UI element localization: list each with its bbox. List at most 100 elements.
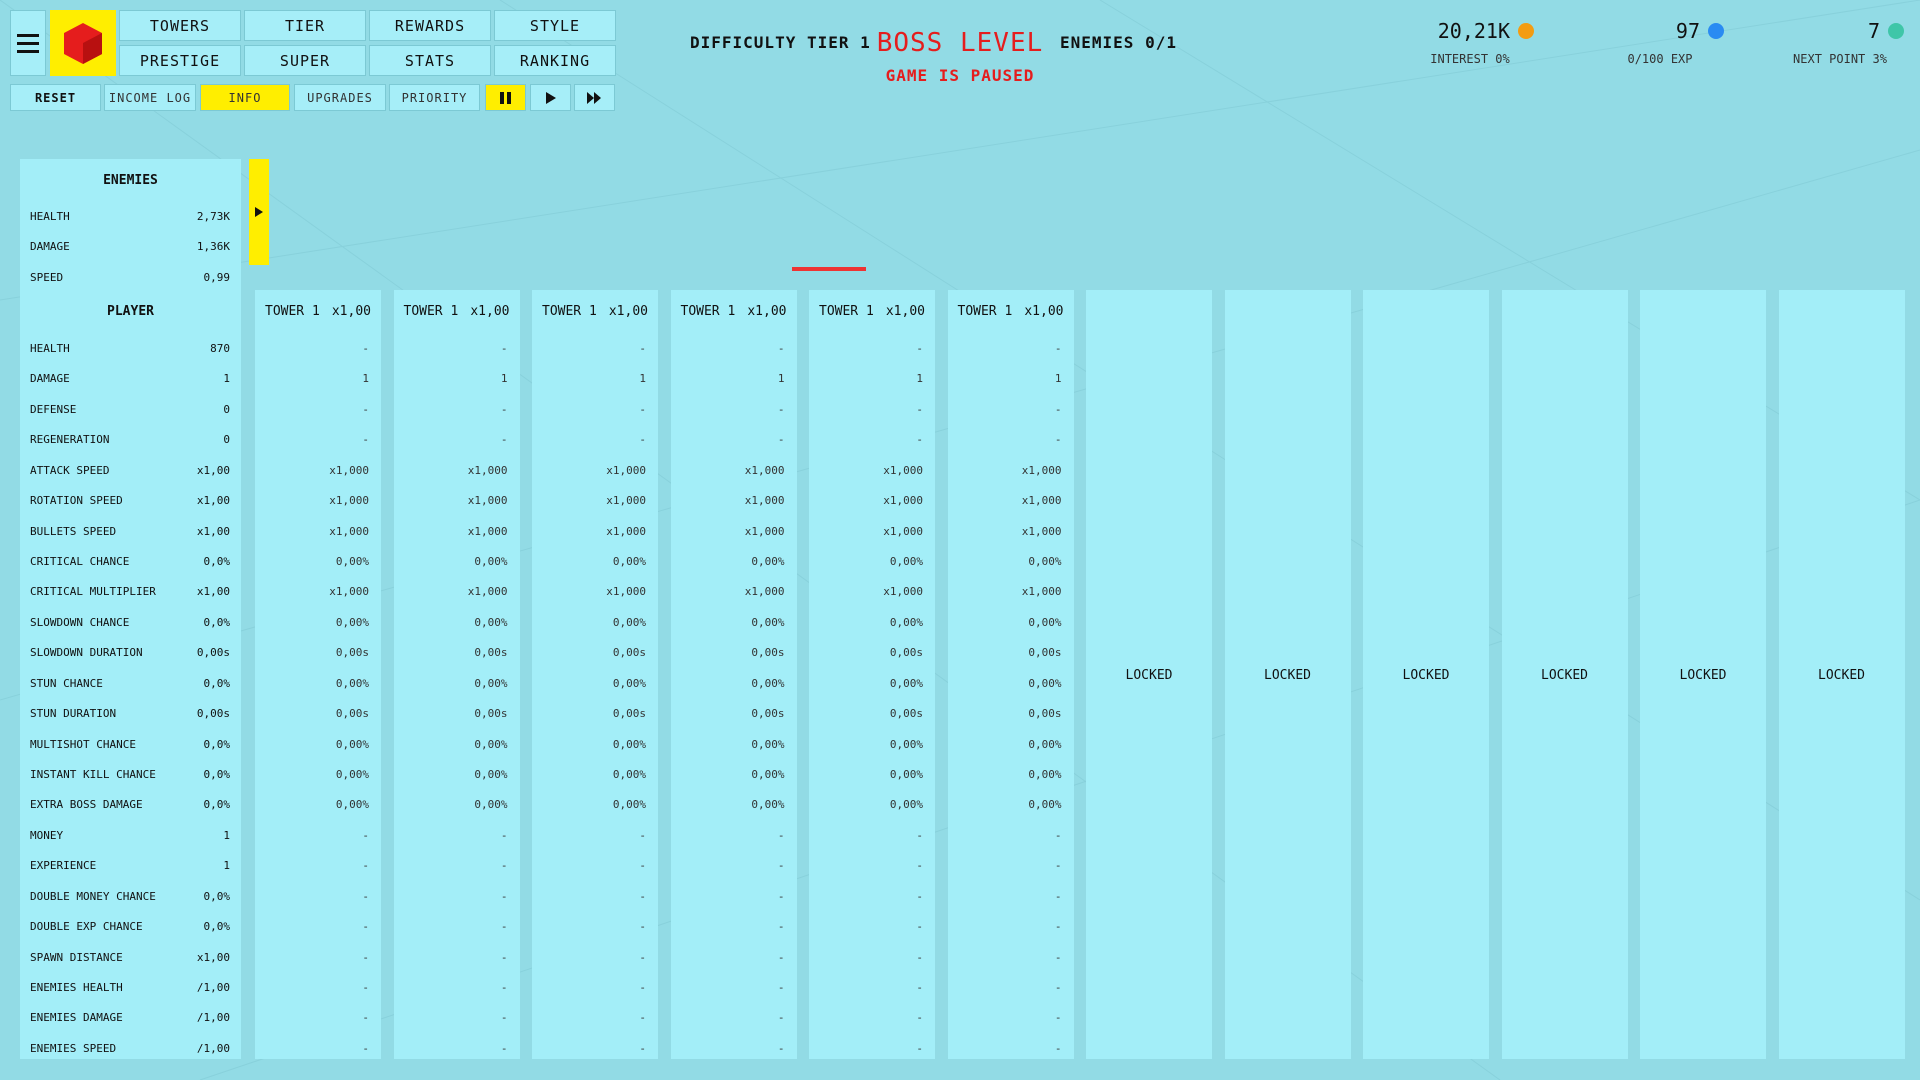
- tower-stat: -: [639, 889, 646, 903]
- tower-stat: -: [362, 889, 369, 903]
- menu-tab[interactable]: SUPER: [244, 45, 366, 76]
- toolbar-button[interactable]: PRIORITY: [389, 84, 480, 111]
- tower-stat: 0,00s: [612, 707, 646, 721]
- tower-stat: 0,00%: [1028, 555, 1062, 568]
- tower-stat: -: [639, 1041, 646, 1055]
- locked-label: LOCKED: [1818, 668, 1865, 683]
- tower-stat: 0,00%: [612, 768, 646, 782]
- tower-stat: 0,00s: [474, 707, 508, 721]
- tower-stat: 1: [916, 372, 923, 386]
- menu-tab[interactable]: REWARDS: [369, 10, 491, 41]
- play-button[interactable]: [530, 84, 571, 111]
- tower-stat: 0,00%: [751, 768, 785, 782]
- locked-slot[interactable]: [1501, 290, 1628, 1059]
- tower-stat: 0,00s: [889, 646, 923, 660]
- stat-value: /1,00: [196, 1041, 230, 1055]
- tower-stat: -: [500, 981, 508, 995]
- tower-stat: x1,000: [606, 463, 646, 477]
- menu-tab[interactable]: PRESTIGE: [119, 45, 241, 76]
- tower-stat: 0,00s: [751, 646, 785, 660]
- tower-column[interactable]: [393, 290, 520, 1059]
- tower-stat: -: [362, 950, 369, 964]
- tower-stat: x1,000: [606, 524, 646, 538]
- tower-stat: 0,00s: [889, 707, 923, 721]
- menu-button[interactable]: [10, 10, 46, 76]
- tower-stat: 0,00%: [889, 615, 923, 629]
- toolbar-button[interactable]: UPGRADES: [294, 84, 386, 111]
- menu-tab[interactable]: STYLE: [494, 10, 616, 41]
- toolbar-button[interactable]: RESET: [10, 84, 101, 111]
- game-paused: GAME IS PAUSED: [885, 66, 1035, 85]
- tower-multiplier: x1,00: [1024, 304, 1064, 319]
- tower-stat: -: [916, 950, 923, 964]
- enemies-count: ENEMIES 0/1: [1060, 33, 1177, 52]
- tower-stat: -: [916, 1011, 923, 1025]
- stat-label: CRITICAL MULTIPLIER: [30, 585, 156, 599]
- tower-stat: -: [1054, 433, 1062, 447]
- toolbar-button[interactable]: INFO: [200, 84, 290, 111]
- tower-stat: -: [1054, 920, 1062, 934]
- tower-stat: -: [777, 920, 785, 934]
- toolbar-button[interactable]: INCOME LOG: [104, 84, 196, 111]
- stat-value: 1: [223, 859, 230, 873]
- tower-stat: -: [362, 828, 369, 842]
- menu-tab[interactable]: RANKING: [494, 45, 616, 76]
- tower-multiplier: x1,00: [470, 304, 510, 319]
- resource-label: NEXT POINT 3%: [1793, 52, 1887, 66]
- tower-stat: 0,00%: [1028, 737, 1062, 751]
- tower-stat: -: [639, 950, 646, 964]
- tower-stat: x1,000: [467, 524, 508, 538]
- fast-forward-button[interactable]: [574, 84, 615, 111]
- stat-label: DEFENSE: [30, 402, 77, 416]
- pause-button[interactable]: [485, 84, 526, 111]
- tower-column[interactable]: [670, 290, 797, 1059]
- tower-stat: 0,00%: [751, 737, 785, 751]
- locked-slot[interactable]: [1363, 290, 1489, 1059]
- icon: [1888, 23, 1904, 39]
- menu-tab[interactable]: STATS: [369, 45, 491, 76]
- locked-slot[interactable]: [1224, 290, 1351, 1059]
- tower-stat: -: [362, 433, 369, 447]
- tower-stat: 0,00%: [1028, 798, 1062, 812]
- tower-stat: 0,00%: [751, 555, 785, 568]
- stats-panel: [20, 159, 241, 1059]
- tower-stat: -: [777, 342, 785, 355]
- tower-stat: 0,00s: [335, 646, 369, 660]
- stat-value: 0,0%: [203, 615, 231, 629]
- tower-stat: x1,000: [329, 585, 369, 599]
- stat-label: ENEMIES HEALTH: [30, 981, 123, 995]
- tower-column[interactable]: [532, 290, 658, 1059]
- tower-stat: 0,00%: [474, 798, 508, 812]
- section-title: ENEMIES: [103, 173, 158, 188]
- tower-stat: 0,00%: [751, 676, 785, 690]
- menu-tab[interactable]: TIER: [244, 10, 366, 41]
- tower-column[interactable]: [809, 290, 935, 1059]
- tower-stat: 0,00%: [889, 676, 923, 690]
- tower-stat: 0,00%: [751, 798, 785, 812]
- tower-column[interactable]: [255, 290, 381, 1059]
- panel-toggle[interactable]: [249, 159, 269, 265]
- stat-label: EXTRA BOSS DAMAGE: [30, 798, 143, 812]
- tower-stat: -: [1054, 1011, 1062, 1025]
- locked-slot[interactable]: [1086, 290, 1212, 1059]
- locked-slot[interactable]: [1640, 290, 1766, 1059]
- menu-tab[interactable]: TOWERS: [119, 10, 241, 41]
- tower-stat: 0,00s: [335, 707, 369, 721]
- stat-label: HEALTH: [30, 210, 70, 223]
- stat-value: /1,00: [196, 981, 230, 995]
- locked-slot[interactable]: [1778, 290, 1905, 1059]
- stat-label: REGENERATION: [30, 433, 110, 447]
- tower-column[interactable]: [947, 290, 1074, 1059]
- tower-stat: -: [362, 1041, 369, 1055]
- resource-icon: [1886, 21, 1906, 45]
- stat-label: EXPERIENCE: [30, 859, 97, 873]
- resource-value: 97: [1675, 19, 1700, 43]
- logo[interactable]: [50, 10, 116, 76]
- tower-stat: x1,000: [329, 494, 369, 508]
- tower-stat: -: [916, 433, 923, 447]
- tower-stat: -: [916, 402, 923, 416]
- tower-stat: -: [1054, 342, 1062, 355]
- resource-label: INTEREST 0%: [1430, 52, 1510, 66]
- tower-stat: 0,00%: [612, 555, 646, 568]
- tower-stat: -: [500, 1011, 508, 1025]
